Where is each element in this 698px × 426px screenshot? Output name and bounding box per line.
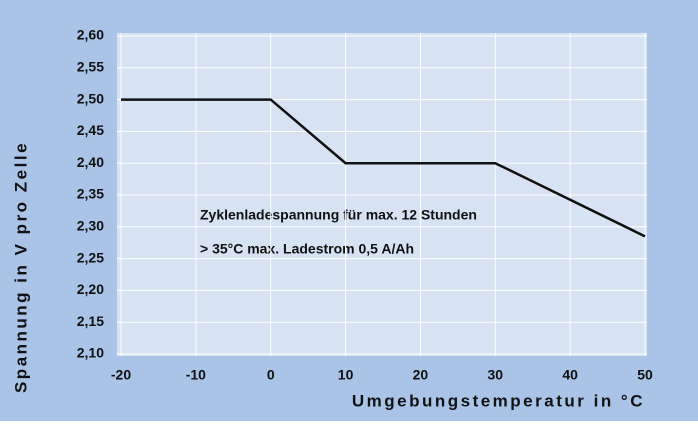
x-tick-label: 30 xyxy=(487,367,503,383)
x-tick-label: 40 xyxy=(562,367,578,383)
y-tick-label: 2,25 xyxy=(77,249,104,265)
y-tick-label: 2,15 xyxy=(77,313,104,329)
y-tick-label: 2,20 xyxy=(77,281,104,297)
x-tick-label: 0 xyxy=(267,367,275,383)
y-axis-label: Spannung in V pro Zelle xyxy=(11,141,30,393)
y-tick-label: 2,60 xyxy=(77,27,104,43)
x-axis-label: Umgebungstemperatur in °C xyxy=(352,391,645,410)
y-tick-label: 2,10 xyxy=(77,345,104,361)
line xyxy=(121,98,646,238)
y-tick-label: 2,40 xyxy=(77,154,104,170)
y-tick-label: 2,35 xyxy=(77,186,104,202)
y-tick-label: 2,30 xyxy=(77,218,104,234)
y-tick-label: 2,50 xyxy=(77,90,104,106)
y-tick-label: 2,45 xyxy=(77,122,104,138)
x-tick-label: 10 xyxy=(338,367,354,383)
x-tick-label: -10 xyxy=(186,367,206,383)
y-tick-label: 2,55 xyxy=(77,59,104,75)
x-tick-label: 50 xyxy=(637,367,653,383)
annotation: > 35°C max. Ladestrom 0,5 A/Ah xyxy=(200,241,414,257)
x-tick-label: -20 xyxy=(111,367,131,383)
x-tick-label: 20 xyxy=(413,367,429,383)
annotation: Zyklenladespannung für max. 12 Stunden xyxy=(200,207,477,223)
